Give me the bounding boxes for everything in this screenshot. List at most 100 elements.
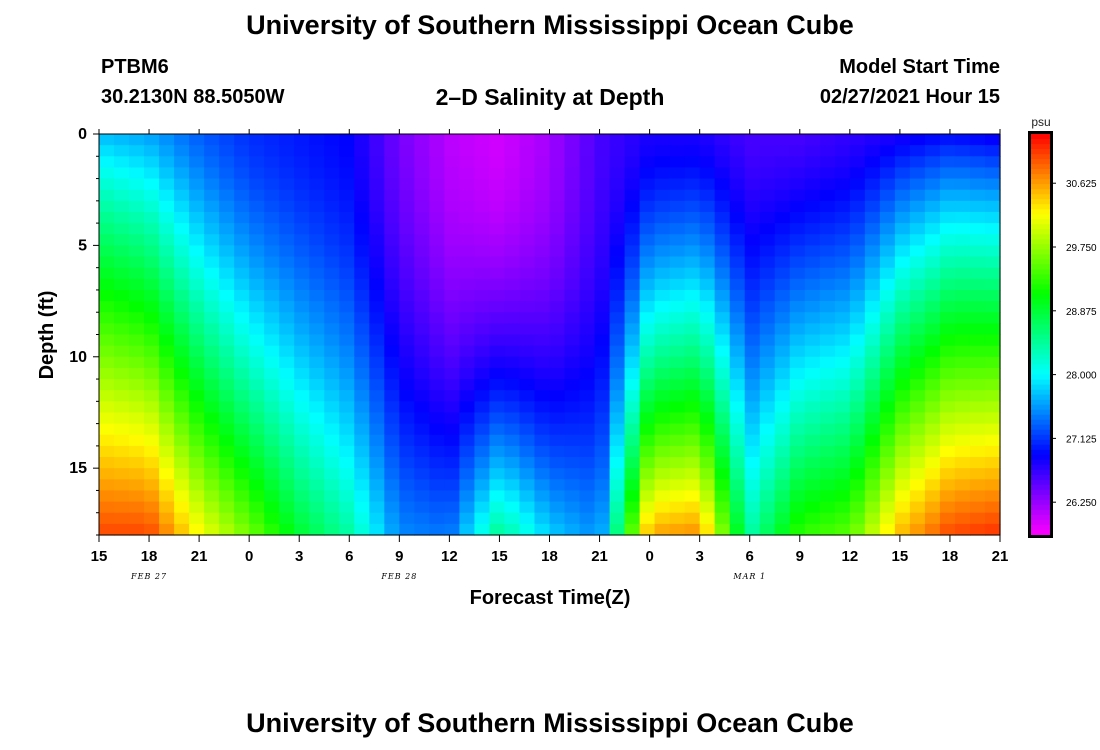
heatmap-cell bbox=[519, 167, 536, 180]
heatmap-cell bbox=[984, 445, 1001, 458]
colorbar-segment bbox=[1031, 329, 1050, 336]
heatmap-cell bbox=[204, 200, 220, 213]
heatmap-cell bbox=[234, 301, 250, 313]
heatmap-cell bbox=[534, 301, 551, 313]
heatmap-cell bbox=[159, 468, 175, 480]
heatmap-cell bbox=[774, 512, 791, 525]
heatmap-cell bbox=[414, 367, 430, 380]
heatmap-cell bbox=[609, 434, 626, 447]
heatmap-cell bbox=[714, 278, 731, 291]
heatmap-cell bbox=[744, 490, 761, 503]
heatmap-cell bbox=[819, 490, 836, 503]
heatmap-cell bbox=[294, 200, 310, 213]
heatmap-cell bbox=[624, 134, 641, 146]
heatmap-cell bbox=[444, 512, 460, 525]
x-tick-label: 21 bbox=[591, 548, 608, 565]
heatmap-cell bbox=[819, 167, 836, 180]
heatmap-cell bbox=[144, 334, 160, 347]
heatmap-cell bbox=[474, 423, 491, 436]
heatmap-cell bbox=[684, 267, 701, 280]
heatmap-cell bbox=[414, 312, 430, 324]
heatmap-cell bbox=[849, 189, 866, 202]
heatmap-cell bbox=[819, 189, 836, 202]
heatmap-cell bbox=[939, 289, 956, 302]
heatmap-cell bbox=[444, 267, 460, 280]
heatmap-cell bbox=[969, 178, 986, 191]
heatmap-cell bbox=[984, 367, 1001, 380]
heatmap-cell bbox=[594, 345, 611, 358]
heatmap-cell bbox=[639, 490, 656, 503]
heatmap-cell bbox=[249, 367, 265, 380]
heatmap-cell bbox=[219, 401, 235, 414]
heatmap-cell bbox=[924, 457, 941, 469]
heatmap-cell bbox=[264, 512, 280, 525]
heatmap-cell bbox=[99, 445, 115, 458]
heatmap-cell bbox=[399, 445, 415, 458]
heatmap-cell bbox=[804, 278, 821, 291]
heatmap-cell bbox=[984, 457, 1001, 469]
heatmap-cell bbox=[849, 445, 866, 458]
heatmap-cell bbox=[159, 245, 175, 258]
heatmap-cell bbox=[309, 434, 325, 447]
heatmap-cell bbox=[279, 200, 295, 213]
heatmap-cell bbox=[219, 490, 235, 503]
heatmap-cell bbox=[204, 367, 220, 380]
heatmap-cell bbox=[909, 423, 926, 436]
heatmap-cell bbox=[954, 512, 971, 525]
heatmap-cell bbox=[894, 445, 911, 458]
heatmap-cell bbox=[249, 490, 265, 503]
heatmap-cell bbox=[339, 312, 355, 324]
y-tick-label: 5 bbox=[78, 237, 87, 254]
heatmap-cell bbox=[699, 134, 716, 146]
heatmap-cell bbox=[99, 267, 115, 280]
heatmap-cell bbox=[969, 167, 986, 180]
heatmap-cell bbox=[804, 156, 821, 169]
heatmap-cell bbox=[639, 178, 656, 191]
heatmap-cell bbox=[954, 334, 971, 347]
heatmap-cell bbox=[774, 401, 791, 414]
heatmap-cell bbox=[549, 178, 566, 191]
heatmap-cell bbox=[654, 156, 671, 169]
heatmap-cell bbox=[894, 200, 911, 213]
heatmap-cell bbox=[804, 334, 821, 347]
heatmap-cell bbox=[834, 423, 851, 436]
heatmap-cell bbox=[534, 256, 551, 269]
heatmap-cell bbox=[444, 200, 460, 213]
heatmap-cell bbox=[744, 211, 761, 224]
heatmap-cell bbox=[669, 234, 686, 246]
heatmap-cell bbox=[414, 490, 430, 503]
heatmap-cell bbox=[684, 412, 701, 425]
heatmap-cell bbox=[279, 390, 295, 402]
heatmap-cell bbox=[204, 223, 220, 235]
heatmap-cell bbox=[624, 245, 641, 258]
heatmap-cell bbox=[954, 445, 971, 458]
heatmap-cell bbox=[609, 412, 626, 425]
heatmap-cell bbox=[609, 278, 626, 291]
heatmap-cell bbox=[579, 390, 596, 402]
heatmap-cell bbox=[984, 278, 1001, 291]
heatmap-cell bbox=[774, 490, 791, 503]
heatmap-cell bbox=[279, 479, 295, 492]
heatmap-cell bbox=[159, 512, 175, 525]
colorbar-segment bbox=[1031, 279, 1050, 285]
heatmap-cell bbox=[354, 479, 370, 492]
heatmap-cell bbox=[564, 223, 581, 235]
heatmap-cell bbox=[459, 523, 476, 536]
heatmap-cell bbox=[789, 468, 806, 480]
heatmap-cell bbox=[279, 445, 295, 458]
heatmap-cell bbox=[414, 445, 430, 458]
heatmap-cell bbox=[144, 523, 160, 536]
heatmap-cell bbox=[804, 312, 821, 324]
colorbar-segment bbox=[1031, 489, 1050, 496]
heatmap-cell bbox=[294, 301, 310, 313]
heatmap-cell bbox=[339, 479, 355, 492]
heatmap-cell bbox=[609, 167, 626, 180]
heatmap-cell bbox=[894, 390, 911, 402]
heatmap-cell bbox=[99, 301, 115, 313]
colorbar-segment bbox=[1031, 389, 1050, 396]
heatmap-cell bbox=[324, 434, 340, 447]
heatmap-cell bbox=[909, 501, 926, 514]
heatmap-cell bbox=[909, 390, 926, 402]
heatmap-cell bbox=[369, 401, 385, 414]
heatmap-cell bbox=[369, 289, 385, 302]
